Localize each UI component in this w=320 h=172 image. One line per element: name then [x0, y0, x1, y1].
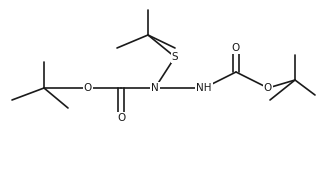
Text: O: O	[84, 83, 92, 93]
Text: O: O	[117, 113, 125, 123]
Text: S: S	[172, 52, 178, 62]
Text: O: O	[232, 43, 240, 53]
Text: N: N	[151, 83, 159, 93]
Text: NH: NH	[196, 83, 212, 93]
Text: O: O	[264, 83, 272, 93]
